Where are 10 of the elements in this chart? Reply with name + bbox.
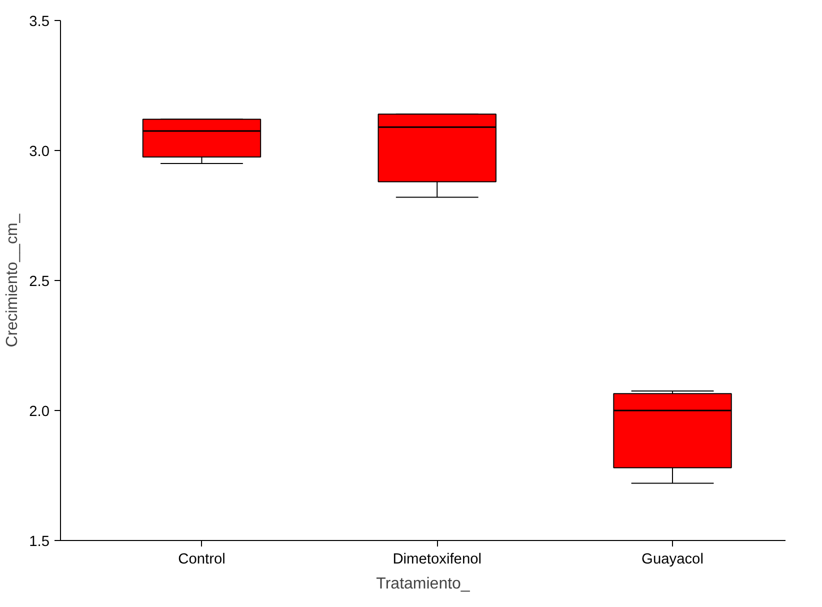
x-tick-label: Control: [178, 552, 226, 568]
x-tick-label: Guayacol: [642, 552, 704, 568]
x-axis-title: Tratamiento_: [376, 576, 471, 592]
y-tick-label: 3.0: [29, 144, 50, 160]
y-axis-title: Crecimiento__cm_: [4, 212, 22, 348]
y-tick-label: 1.5: [29, 534, 50, 550]
y-tick-label: 2.5: [29, 274, 50, 290]
y-tick-label: 2.0: [29, 404, 50, 420]
y-tick-label: 3.5: [29, 14, 50, 30]
x-tick-label: Dimetoxifenol: [392, 552, 482, 568]
